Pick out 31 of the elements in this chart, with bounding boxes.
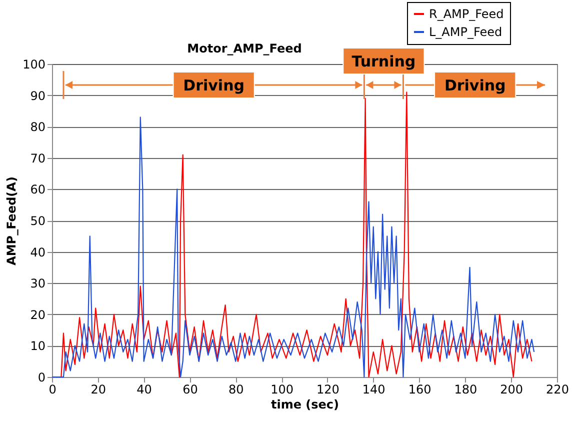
legend-label: L_AMP_Feed <box>429 25 502 39</box>
annotation: Driving <box>444 76 506 94</box>
y-tick-label: 60 <box>30 182 46 197</box>
x-tick-label: 220 <box>546 382 569 396</box>
y-tick-label: 50 <box>30 214 46 228</box>
annotation: Turning <box>352 52 416 70</box>
annotation: Driving <box>183 76 244 94</box>
y-axis-title: AMP_Feed(A) <box>4 176 19 266</box>
x-tick-label: 20 <box>90 382 106 396</box>
y-tick-label: 0 <box>38 370 46 384</box>
x-tick-label: 40 <box>136 382 152 396</box>
y-tick-label: 90 <box>30 88 46 103</box>
x-tick-label: 200 <box>500 382 524 396</box>
y-tick-label: 30 <box>30 276 46 291</box>
x-tick-label: 180 <box>454 382 478 396</box>
x-tick-label: 0 <box>48 382 56 396</box>
y-tick-label: 10 <box>30 339 46 354</box>
legend-label: R_AMP_Feed <box>429 7 504 21</box>
y-tick-label: 20 <box>30 308 46 322</box>
y-tick-label: 40 <box>30 245 46 260</box>
x-tick-label: 80 <box>228 382 244 396</box>
y-tick-label: 70 <box>30 151 46 166</box>
x-axis-title: time (sec) <box>270 398 340 412</box>
x-tick-label: 160 <box>408 382 432 396</box>
chart-title: Motor_AMP_Feed <box>187 42 302 56</box>
y-tick-label: 100 <box>22 58 46 72</box>
x-tick-label: 140 <box>362 382 386 396</box>
x-tick-label: 60 <box>182 382 198 396</box>
x-tick-label: 120 <box>316 382 340 396</box>
y-tick-label: 80 <box>30 120 46 134</box>
x-tick-label: 100 <box>270 382 294 396</box>
